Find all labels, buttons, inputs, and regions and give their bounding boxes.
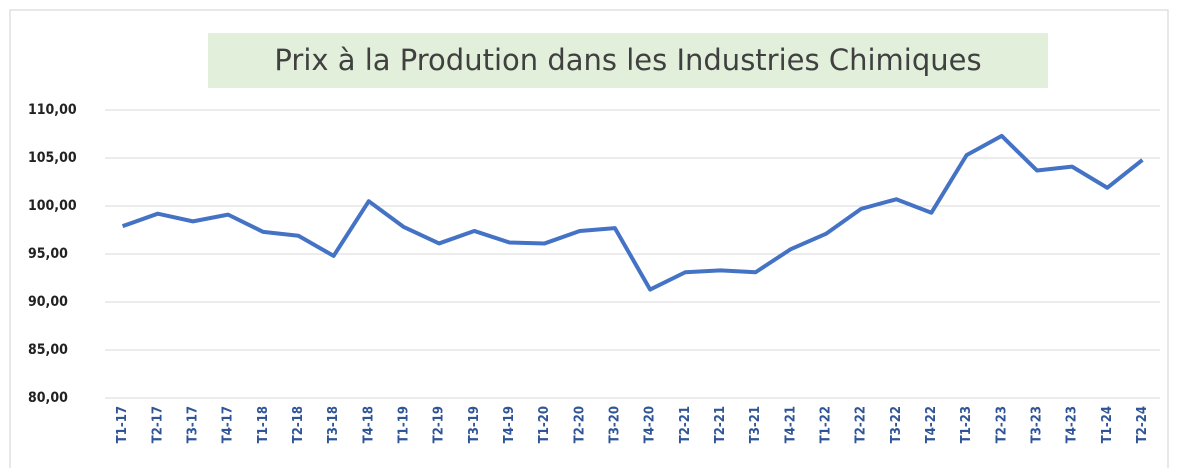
x-tick-label: T2-24 [1135, 406, 1150, 443]
x-tick-label: T2-18 [291, 406, 306, 443]
x-tick-label: T3-20 [607, 406, 622, 443]
x-tick-label: T3-19 [467, 406, 482, 443]
x-tick-label: T3-18 [326, 406, 341, 443]
x-tick-label: T1-20 [537, 406, 552, 443]
x-tick-label: T3-21 [748, 406, 763, 443]
x-tick-label: T2-23 [994, 406, 1009, 443]
x-tick-label: T1-19 [396, 406, 411, 443]
x-tick-label: T2-21 [713, 406, 728, 443]
x-tick-label: T4-17 [221, 406, 236, 443]
y-tick-label: 95,00 [28, 246, 68, 262]
x-tick-label: T4-23 [1065, 406, 1080, 443]
x-tick-label: T4-18 [361, 406, 376, 443]
y-tick-label: 100,00 [28, 198, 77, 214]
chart-frame [9, 9, 1169, 468]
x-tick-label: T3-23 [1029, 406, 1044, 443]
y-tick-label: 85,00 [28, 342, 68, 358]
x-tick-label: T1-18 [256, 406, 271, 443]
x-tick-label: T2-19 [432, 406, 447, 443]
x-tick-label: T1-22 [818, 406, 833, 443]
x-tick-label: T1-23 [959, 406, 974, 443]
x-tick-label: T4-20 [643, 406, 658, 443]
x-tick-label: T1-24 [1100, 406, 1115, 443]
y-tick-label: 80,00 [28, 390, 68, 406]
chart-title: Prix à la Prodution dans les Industries … [274, 43, 981, 77]
x-tick-label: T2-20 [572, 406, 587, 443]
y-tick-label: 105,00 [28, 150, 77, 166]
x-tick-label: T3-17 [185, 406, 200, 443]
x-tick-label: T4-19 [502, 406, 517, 443]
line-series [121, 133, 1144, 292]
x-tick-label: T3-22 [889, 406, 904, 443]
x-tick-label: T2-17 [150, 406, 165, 443]
x-tick-label: T2-22 [854, 406, 869, 443]
x-tick-label: T2-21 [678, 406, 693, 443]
y-tick-label: 90,00 [28, 294, 68, 310]
title-box [208, 33, 1048, 88]
y-tick-label: 110,00 [28, 102, 77, 118]
x-tick-label: T1-17 [115, 406, 130, 443]
x-tick-label: T4-21 [783, 406, 798, 443]
x-tick-label: T4-22 [924, 406, 939, 443]
